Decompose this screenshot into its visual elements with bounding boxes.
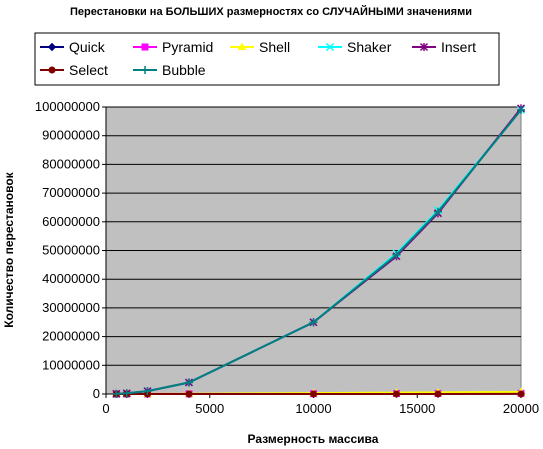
series-bubble [112, 105, 525, 398]
y-tick-label: 60000000 [42, 214, 100, 229]
x-tick-label: 0 [102, 401, 109, 416]
legend-item-pyramid: Pyramid [133, 39, 213, 55]
y-tick-label: 30000000 [42, 300, 100, 315]
y-tick-label: 40000000 [42, 271, 100, 286]
y-tick-label: 50000000 [42, 243, 100, 258]
y-tick-label: 10000000 [42, 357, 100, 372]
legend-label-shaker: Shaker [347, 39, 392, 55]
tick-labels: 0 10000000 20000000 30000000 40000000 5000000… [35, 99, 539, 416]
legend-item-shaker: Shaker [318, 39, 392, 55]
y-tick-label: 0 [93, 386, 100, 401]
y-tick-label: 70000000 [42, 185, 100, 200]
y-tick-label: 90000000 [42, 128, 100, 143]
legend-marker-pyramid [141, 43, 149, 51]
data-point-bubble [122, 389, 131, 398]
legend-label-bubble: Bubble [162, 62, 206, 78]
legend-label-quick: Quick [69, 39, 106, 55]
legend-box [34, 32, 500, 86]
x-tick-label: 5000 [195, 401, 224, 416]
chart-title: Перестановки на БОЛЬШИХ размерностях со … [70, 5, 472, 18]
data-point-bubble [434, 207, 442, 216]
data-point-select [310, 390, 317, 398]
legend-item-insert: Insert [412, 39, 476, 55]
data-point-select [434, 390, 442, 398]
data-point-bubble [143, 387, 152, 396]
legend-item-select: Select [40, 62, 108, 78]
legend-marker-select [48, 66, 56, 74]
data-point-bubble [309, 318, 318, 327]
data-point-bubble [517, 105, 525, 114]
legend-item-bubble: Bubble [133, 62, 206, 78]
legend-item-shell: Shell [230, 39, 290, 55]
legend-marker-shell [237, 42, 247, 50]
x-tick-label: 20000 [503, 401, 539, 416]
series-layer [112, 104, 526, 399]
x-tick-label: 10000 [295, 401, 331, 416]
y-tick-label: 20000000 [42, 329, 100, 344]
y-axis-title: Количество перестановок [2, 171, 16, 327]
legend-item-quick: Quick [40, 39, 106, 55]
x-tick-label: 15000 [399, 401, 435, 416]
legend-label-shell: Shell [259, 39, 290, 55]
legend: Quick Pyramid Shell Shaker Insert Select Bubbl… [34, 32, 500, 86]
legend-label-select: Select [69, 62, 108, 78]
legend-marker-shaker [325, 42, 335, 52]
x-axis-title: Размерность массива [248, 432, 379, 446]
data-point-select [393, 390, 400, 398]
data-point-bubble [185, 378, 193, 387]
y-tick-label: 80000000 [42, 156, 100, 171]
legend-label-pyramid: Pyramid [162, 39, 213, 55]
legend-label-insert: Insert [441, 39, 476, 55]
y-tick-label: 100000000 [35, 99, 100, 114]
legend-marker-quick [47, 42, 57, 52]
legend-marker-insert [419, 42, 429, 52]
data-point-select [517, 390, 525, 398]
data-point-select [185, 390, 193, 398]
data-point-bubble [112, 389, 121, 398]
legend-marker-bubble [141, 66, 149, 74]
data-point-bubble [392, 250, 401, 259]
